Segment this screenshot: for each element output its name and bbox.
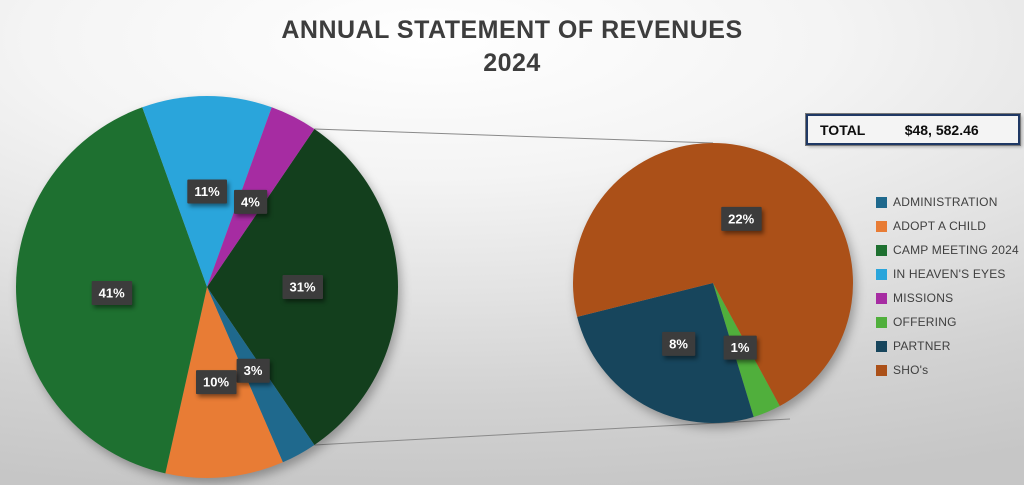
svg-text:41%: 41%: [99, 286, 125, 301]
legend-item-camp-meeting-2024[interactable]: CAMP MEETING 2024: [876, 238, 1019, 262]
legend-item-in-heaven-s-eyes[interactable]: IN HEAVEN'S EYES: [876, 262, 1019, 286]
chart-title-line1: ANNUAL STATEMENT OF REVENUES: [281, 16, 743, 44]
svg-text:22%: 22%: [728, 211, 754, 226]
legend-label: PARTNER: [893, 339, 951, 353]
data-label-box: [721, 206, 762, 231]
secondary-pie: [572, 142, 853, 423]
total-value: $48, 582.46: [904, 121, 979, 138]
total-box[interactable]: TOTAL $48, 582.46: [805, 113, 1021, 146]
svg-text:8%: 8%: [669, 336, 688, 351]
chart-legend: ADMINISTRATION ADOPT A CHILD CAMP MEETING …: [876, 190, 1019, 382]
data-label-box: [236, 358, 270, 383]
svg-text:11%: 11%: [194, 184, 220, 199]
chart-title-line2: 2024: [483, 49, 541, 77]
legend-label: OFFERING: [893, 315, 957, 329]
connector-line-bottom: [314, 418, 791, 446]
connector-line-top: [314, 128, 714, 144]
data-label-box: [234, 189, 268, 214]
data-label-41: 41%: [91, 281, 133, 305]
legend-label: IN HEAVEN'S EYES: [893, 267, 1006, 281]
total-label: TOTAL: [820, 121, 866, 138]
legend-swatch: [876, 364, 887, 376]
legend-label: ADMINISTRATION: [893, 195, 998, 209]
legend-item-offering[interactable]: OFFERING: [876, 310, 1019, 334]
legend-item-administration[interactable]: ADMINISTRATION: [876, 190, 1019, 214]
data-label-box: [282, 275, 323, 299]
svg-text:1%: 1%: [731, 340, 750, 355]
legend-swatch: [876, 340, 887, 352]
legend-label: CAMP MEETING 2024: [893, 243, 1019, 257]
legend-swatch: [876, 196, 887, 208]
legend-swatch: [876, 268, 887, 280]
legend-item-sho-s[interactable]: SHO's: [876, 358, 1019, 382]
legend-item-missions[interactable]: MISSIONS: [876, 286, 1019, 310]
svg-text:3%: 3%: [244, 363, 263, 378]
svg-text:4%: 4%: [241, 194, 260, 209]
data-label-box: [662, 331, 696, 356]
svg-text:10%: 10%: [203, 375, 229, 390]
data-label-box: [187, 179, 227, 204]
legend-item-adopt-a-child[interactable]: ADOPT A CHILD: [876, 214, 1019, 238]
data-label-box: [196, 370, 237, 395]
secondary-pie-slice-sho-s[interactable]: [572, 142, 853, 407]
data-label-box: [91, 281, 133, 305]
legend-label: MISSIONS: [893, 291, 954, 305]
data-label-4: 4%: [234, 189, 268, 214]
legend-swatch: [876, 220, 887, 232]
legend-label: SHO's: [893, 363, 929, 377]
data-label-1: 1%: [723, 335, 757, 360]
main-pie: [15, 95, 398, 479]
legend-swatch: [876, 316, 887, 328]
data-label-3: 3%: [236, 358, 270, 383]
legend-swatch: [876, 244, 887, 256]
chart-title: ANNUAL STATEMENT OF REVENUES 2024: [0, 14, 1024, 80]
legend-item-partner[interactable]: PARTNER: [876, 334, 1019, 358]
data-label-box: [723, 335, 757, 360]
data-label-11: 11%: [187, 179, 227, 204]
data-label-31: 31%: [282, 275, 323, 299]
legend-label: ADOPT A CHILD: [893, 219, 987, 233]
data-label-22: 22%: [721, 206, 762, 231]
data-label-10: 10%: [196, 370, 237, 395]
data-label-8: 8%: [662, 331, 696, 356]
legend-swatch: [876, 292, 887, 304]
svg-text:31%: 31%: [289, 280, 315, 295]
